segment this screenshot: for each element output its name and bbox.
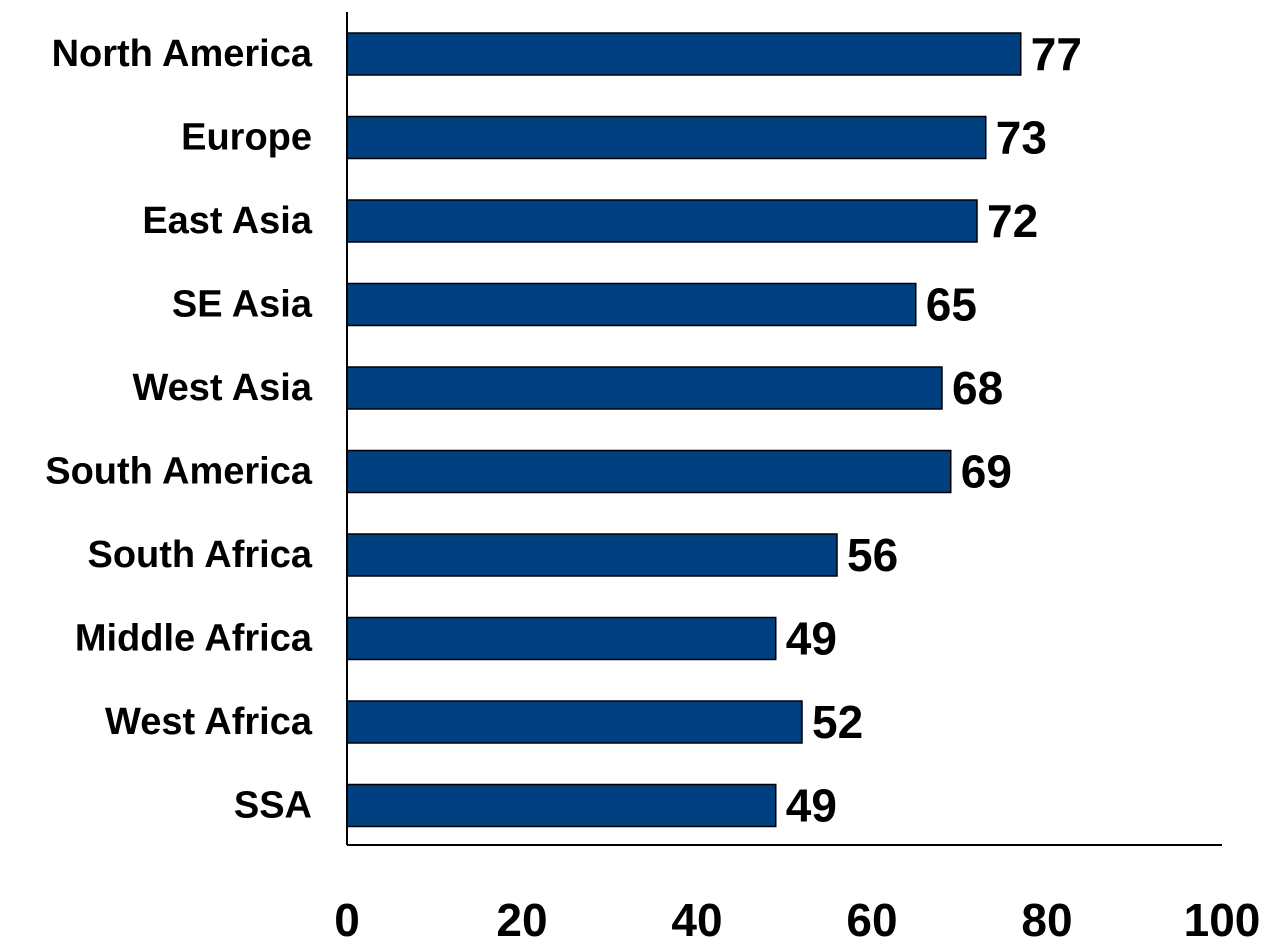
category-label-west-africa: West Africa — [105, 701, 313, 743]
x-tick-label-60: 60 — [846, 894, 897, 940]
category-label-europe: Europe — [181, 117, 312, 159]
category-label-north-america: North America — [52, 33, 313, 75]
x-tick-labels-group: 0 20 40 60 80 100 — [334, 894, 1260, 940]
value-label-ssa: 49 — [786, 780, 837, 832]
x-tick-label-40: 40 — [671, 894, 722, 940]
category-label-south-america: South America — [45, 451, 313, 493]
x-tick-label-100: 100 — [1184, 894, 1261, 940]
bars-group — [346, 32, 1022, 828]
value-label-south-america: 69 — [961, 446, 1012, 498]
value-label-west-africa: 52 — [812, 696, 863, 748]
value-label-europe: 73 — [996, 112, 1047, 164]
category-label-se-asia: SE Asia — [172, 284, 313, 326]
category-labels-group: North America Europe East Asia SE Asia West … — [45, 33, 313, 827]
bar-east-asia — [346, 199, 978, 243]
x-tick-label-20: 20 — [496, 894, 547, 940]
bar-west-africa — [346, 700, 803, 744]
value-label-middle-africa: 49 — [786, 613, 837, 665]
value-label-west-asia: 68 — [952, 362, 1003, 414]
value-label-east-asia: 72 — [987, 195, 1038, 247]
bar-south-africa — [346, 533, 838, 577]
category-label-middle-africa: Middle Africa — [75, 618, 313, 660]
bar-south-america — [346, 449, 952, 494]
value-label-north-america: 77 — [1031, 28, 1082, 80]
x-tick-label-0: 0 — [334, 894, 360, 940]
category-label-west-asia: West Asia — [132, 367, 312, 409]
category-label-ssa: SSA — [234, 785, 312, 827]
bar-west-asia — [346, 366, 943, 410]
bar-middle-africa — [346, 616, 777, 661]
bar-europe — [346, 115, 987, 160]
value-label-se-asia: 65 — [926, 279, 977, 331]
category-label-south-africa: South Africa — [88, 534, 313, 576]
x-tick-label-80: 80 — [1021, 894, 1072, 940]
value-label-south-africa: 56 — [847, 529, 898, 581]
bar-se-asia — [346, 282, 917, 327]
bar-ssa — [346, 783, 777, 828]
category-label-east-asia: East Asia — [142, 200, 313, 242]
bar-north-america — [346, 32, 1022, 76]
